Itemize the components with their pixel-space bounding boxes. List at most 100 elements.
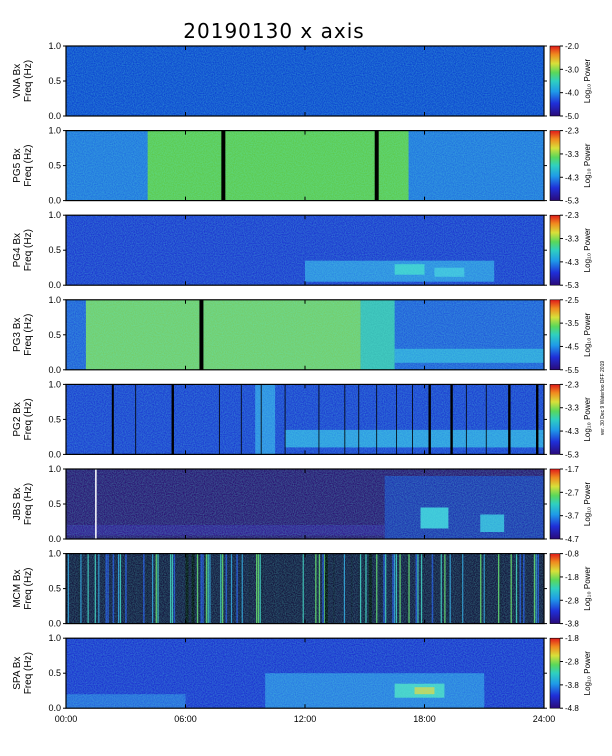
data-gap (374, 130, 379, 201)
colorbar-tick-label: -5.3 (565, 450, 579, 459)
colorbar-tick-label: -1.7 (565, 465, 579, 474)
freq-axis-label: Freq (Hz) (23, 60, 34, 102)
noise-texture (66, 130, 544, 201)
colorbar-tick-label: -2.7 (565, 488, 579, 497)
y-tick-label: 1.0 (48, 464, 61, 474)
y-tick-label: 1.0 (48, 379, 61, 389)
data-gap (221, 130, 226, 201)
colorbar-tick-label: -4.3 (565, 427, 579, 436)
colorbar (549, 299, 561, 371)
data-gap (171, 384, 174, 455)
colorbar-tick-label: -3.8 (565, 681, 579, 690)
data-gap (508, 384, 511, 455)
colorbar (549, 45, 561, 117)
colorbar-tick-label: -4.5 (565, 342, 579, 351)
freq-axis-label: Freq (Hz) (23, 229, 34, 271)
y-tick-label: 0.0 (48, 196, 61, 206)
colorbar-tick-label: -2.0 (565, 42, 579, 51)
colorbar-label: Log₁₀ Power (583, 651, 592, 696)
x-axis: 00:00 06:00 12:00 18:00 24:00 (55, 714, 556, 724)
colorbar-tick-label: -2.3 (565, 380, 579, 389)
y-tick-label: 1.0 (48, 633, 61, 643)
y-tick-label: 0.0 (48, 111, 61, 121)
data-gap (536, 384, 539, 455)
colorbar-tick-label: -2.8 (565, 658, 579, 667)
freq-axis-label: Freq (Hz) (23, 483, 34, 525)
y-tick-label: 0.5 (48, 584, 61, 594)
colorbar-tick-label: -3.0 (565, 65, 579, 74)
colorbar-tick-label: -3.7 (565, 512, 579, 521)
y-tick-label: 0.0 (48, 449, 61, 459)
data-gap (111, 384, 114, 455)
y-tick-label: 0.5 (48, 330, 61, 340)
station-label: PG4 Bx (12, 233, 23, 267)
noise-texture (66, 215, 544, 286)
freq-axis-label: Freq (Hz) (23, 567, 34, 609)
colorbar-label: Log₁₀ Power (583, 482, 592, 527)
noise-texture (66, 46, 544, 116)
colorbar (549, 130, 561, 201)
colorbar-tick-label: -5.3 (565, 281, 579, 290)
colorbar-tick-label: -2.3 (565, 211, 579, 220)
colorbar-tick-label: -4.3 (565, 258, 579, 267)
panel-pg5-bx: 0.0 0.5 1.0 PG5 Bx Freq (Hz) -2.3 -3.3 -4.3 -5.3… (12, 126, 592, 206)
panel-pg3-bx: 0.0 0.5 1.0 PG3 Bx Freq (Hz) -2.5 -3.5 -4.5 -5.5… (12, 295, 592, 375)
colorbar-label: Log₁₀ Power (583, 59, 592, 104)
noise-texture (66, 469, 544, 539)
x-tick-label: 24:00 (533, 714, 556, 724)
colorbar-tick-label: -1.8 (565, 573, 579, 582)
y-tick-label: 0.0 (48, 534, 61, 544)
colorbar-tick-label: -4.8 (565, 704, 579, 713)
y-tick-label: 0.0 (48, 280, 61, 290)
y-tick-label: 0.5 (48, 76, 61, 86)
noise-texture (66, 553, 544, 624)
colorbar-label: Log₁₀ Power (583, 143, 592, 188)
y-tick-label: 0.0 (48, 619, 61, 629)
colorbar-tick-label: -2.8 (565, 596, 579, 605)
colorbar-tick-label: -1.8 (565, 634, 579, 643)
y-tick-label: 0.5 (48, 161, 61, 171)
y-tick-label: 1.0 (48, 210, 61, 220)
colorbar-label: Log₁₀ Power (583, 228, 592, 273)
y-tick-label: 0.0 (48, 365, 61, 375)
station-label: JBS Bx (12, 488, 23, 521)
colorbar-tick-label: -5.5 (565, 366, 579, 375)
colorbar-tick-label: -2.5 (565, 296, 579, 305)
y-tick-label: 1.0 (48, 126, 61, 136)
credit-text: ver. 30 Dec 9 Waterloo DFF 2019 (600, 361, 606, 436)
panel-jbs-bx: 0.0 0.5 1.0 JBS Bx Freq (Hz) -1.7 -2.7 -3.7 -4.7… (12, 464, 592, 544)
y-tick-label: 0.5 (48, 245, 61, 255)
colorbar-tick-label: -2.3 (565, 127, 579, 136)
colorbar-tick-label: -4.7 (565, 535, 579, 544)
panel-spa-bx: 0.0 0.5 1.0 SPA Bx Freq (Hz) -1.8 -2.8 -3.8 -4.8… (12, 633, 592, 713)
freq-axis-label: Freq (Hz) (23, 314, 34, 356)
station-label: PG5 Bx (12, 148, 23, 182)
colorbar-label: Log₁₀ Power (583, 312, 592, 357)
x-tick-label: 18:00 (413, 714, 436, 724)
panel-pg2-bx: 0.0 0.5 1.0 PG2 Bx Freq (Hz) -2.3 -3.3 -4.3 -5.3… (12, 379, 592, 459)
panel-mcm-bx: 0.0 0.5 1.0 MCM Bx Freq (Hz) -0.8 -1.8 -2.8 -3.8… (12, 549, 592, 629)
station-label: VNA Bx (12, 64, 23, 98)
y-tick-label: 0.5 (48, 668, 61, 678)
noise-texture (66, 299, 544, 370)
freq-axis-label: Freq (Hz) (23, 398, 34, 440)
freq-axis-label: Freq (Hz) (23, 144, 34, 186)
colorbar-tick-label: -4.3 (565, 173, 579, 182)
station-label: MCM Bx (12, 569, 23, 607)
freq-axis-label: Freq (Hz) (23, 652, 34, 694)
colorbar (549, 214, 561, 286)
y-tick-label: 0.5 (48, 499, 61, 509)
colorbar (549, 553, 561, 624)
colorbar-tick-label: -3.3 (565, 404, 579, 413)
colorbar-tick-label: -4.0 (565, 89, 579, 98)
colorbar (549, 637, 561, 709)
noise-texture (66, 638, 544, 709)
x-tick-label: 00:00 (55, 714, 78, 724)
colorbar (549, 384, 561, 455)
colorbar-tick-label: -5.0 (565, 112, 579, 121)
y-tick-label: 1.0 (48, 41, 61, 51)
colorbar-tick-label: -3.8 (565, 620, 579, 629)
colorbar-tick-label: -5.3 (565, 197, 579, 206)
colorbar-tick-label: -3.3 (565, 150, 579, 159)
